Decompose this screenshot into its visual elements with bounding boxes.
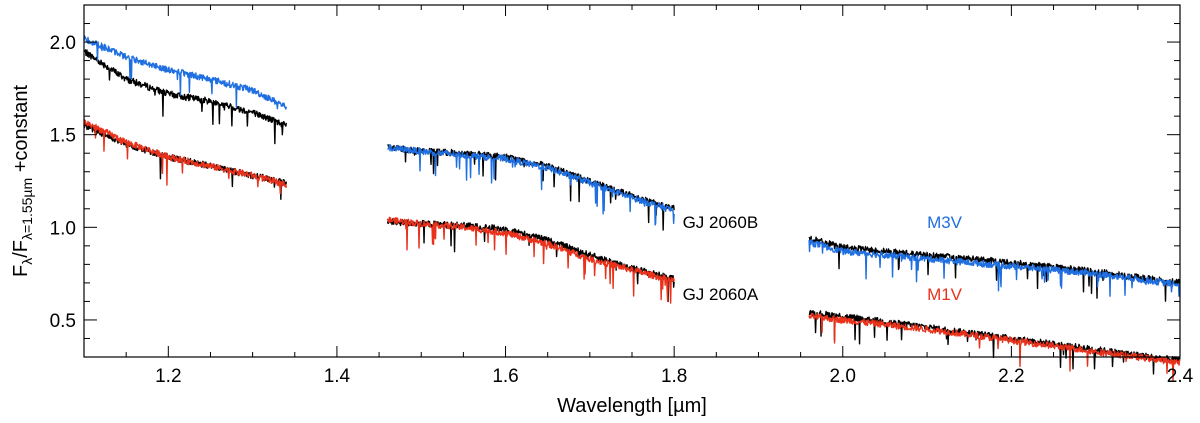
y-tick-label: 2.0 <box>50 33 76 54</box>
x-tick-label: 1.8 <box>661 366 687 387</box>
x-axis-title: Wavelength [µm] <box>557 395 707 417</box>
y-tick-label: 0.5 <box>50 311 76 332</box>
spectrum-m3v-1-segment-1 <box>387 144 675 226</box>
spectrum-m1v-3-segment-2 <box>808 312 1181 381</box>
annotation-gj-2060a: GJ 2060A <box>683 285 759 304</box>
x-tick-label: 2.4 <box>1167 366 1194 387</box>
ticks-layer: 1.2 1.4 1.6 1.8 2.0 2.2 2.4 0.5 1.0 1.5 2.0 <box>50 4 1194 387</box>
x-tick-label: 1.2 <box>155 366 181 387</box>
spectrum-m3v-1-segment-2 <box>808 238 1181 297</box>
y-axis-title-base: F <box>10 265 32 277</box>
spectrum-observed-0-segment-1 <box>387 143 675 231</box>
spectrum-observed-0-segment-0 <box>83 49 288 145</box>
y-tick-label: 1.5 <box>50 126 76 147</box>
spectrum-m1v-3-segment-0 <box>83 118 288 195</box>
annotation-m3v: M3V <box>927 213 963 232</box>
spectrum-observed-2-segment-1 <box>386 218 675 303</box>
x-tick-label: 1.6 <box>492 366 518 387</box>
spectrum-m3v-1-segment-0 <box>83 35 288 110</box>
y-axis-title: Fλ/Fλ=1.55µm +constant <box>10 85 35 277</box>
y-tick-label: 1.0 <box>50 218 76 239</box>
y-axis-title-sub2: λ=1.55µm <box>19 178 35 240</box>
x-tick-label: 2.2 <box>998 366 1024 387</box>
annotation-gj-2060b: GJ 2060B <box>683 213 759 232</box>
y-axis-title-suffix: +constant <box>10 85 32 178</box>
plot-frame <box>83 4 1181 358</box>
annotation-layer: GJ 2060B GJ 2060A M3V M1V <box>683 213 963 304</box>
y-axis-title-sub1: λ <box>19 258 35 265</box>
annotation-m1v: M1V <box>927 285 963 304</box>
x-tick-label: 2.0 <box>830 366 856 387</box>
spectrum-m1v-3-segment-1 <box>386 216 675 304</box>
series-layer <box>83 35 1181 381</box>
y-axis-title-mid: /F <box>10 240 32 258</box>
x-tick-label: 1.4 <box>324 366 351 387</box>
